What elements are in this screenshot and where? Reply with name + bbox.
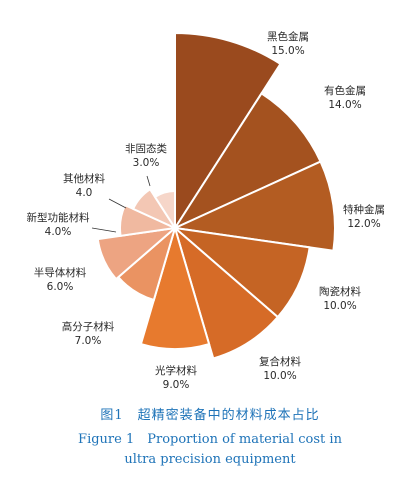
slice-label: 新型功能材料: [27, 211, 90, 224]
caption-en-line1: Figure 1 Proportion of material cost in: [78, 432, 342, 447]
rose-slice: [153, 189, 176, 232]
slice-value-label: 15.0%: [271, 45, 304, 57]
slice-value-label: 10.0%: [323, 300, 356, 312]
rose-slice: [173, 225, 280, 360]
slice-value-label: 14.0%: [328, 99, 361, 111]
slice-value-label: 3.0%: [133, 157, 160, 169]
slice-label: 光学材料: [155, 364, 197, 377]
slice-value-label: 12.0%: [347, 218, 380, 230]
slice-value-label: 6.0%: [47, 281, 74, 293]
leader-line: [91, 227, 117, 233]
leader-line: [108, 198, 127, 209]
slice-label: 有色金属: [324, 84, 366, 97]
slice-label: 陶瓷材料: [319, 285, 361, 298]
leader-line: [146, 175, 151, 187]
slice-value-label: 10.0%: [263, 370, 296, 382]
slice-label: 特种金属: [343, 203, 385, 216]
rose-slice: [171, 160, 336, 252]
slice-label: 非固态类: [125, 142, 167, 155]
rose-slice: [96, 226, 179, 281]
slice-label: 高分子材料: [62, 320, 115, 333]
rose-slice: [131, 187, 178, 231]
slice-label: 其他材料: [63, 172, 105, 185]
rose-chart: 黑色金属 15.0% 有色金属 14.0% 特种金属 12.0% 陶瓷材料 10.0% 复合材料…: [27, 30, 386, 391]
rose-slice: [172, 92, 322, 231]
rose-slice: [174, 31, 282, 232]
slice-label: 半导体材料: [34, 266, 87, 279]
slice-value-label: 4.0%: [45, 226, 72, 238]
slice-label: 复合材料: [259, 355, 301, 368]
slice-value-label: 9.0%: [163, 379, 190, 391]
rose-slice: [119, 203, 179, 237]
slice-value-label: 7.0%: [75, 335, 102, 347]
rose-slice: [139, 224, 211, 351]
slice-value-label: 4.0: [76, 187, 93, 199]
caption-en-line2: ultra precision equipment: [124, 452, 296, 467]
slice-label: 黑色金属: [267, 30, 309, 43]
caption-cn: 图1 超精密装备中的材料成本占比: [100, 408, 320, 423]
